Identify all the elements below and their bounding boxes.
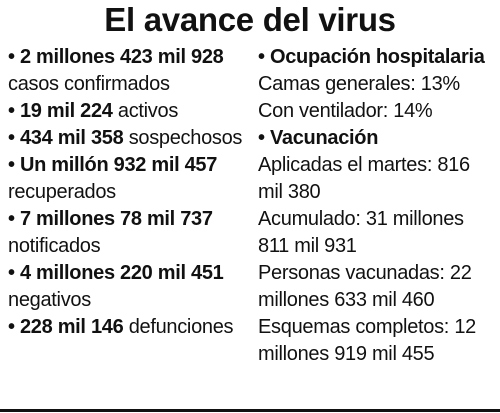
bottom-rule: [0, 409, 500, 412]
stat-suspected: • 434 mil 358 sospechosos: [8, 125, 253, 152]
stat-recovered: • Un millón 932 mil 457 recuperados: [8, 152, 253, 206]
page-title: El avance del virus: [104, 1, 396, 38]
vaccines-tuesday: Aplicadas el martes: 816 mil 380: [258, 154, 470, 203]
stat-suspected-label: sospechosos: [128, 127, 243, 149]
stat-recovered-number: Un millón 932 mil 457: [19, 154, 218, 176]
stat-deaths: • 228 mil 146 defunciones: [8, 314, 253, 341]
vaccination-heading: • Vacunación: [258, 125, 498, 152]
bullet-icon: •: [8, 127, 15, 149]
vaccination-heading-text: Vacunación: [269, 127, 379, 149]
bullet-icon: •: [8, 46, 15, 68]
beds-general: Camas generales: 13%: [258, 73, 460, 95]
stat-confirmed-label: casos confirmados: [8, 73, 170, 95]
cases-column: • 2 millones 423 mil 928 casos confirmad…: [8, 44, 253, 341]
stat-negative-number: 4 millones 220 mil 451: [19, 262, 224, 284]
bullet-icon: •: [258, 46, 265, 68]
hospital-vaccination-column: • Ocupación hospitalaria Camas generales…: [258, 44, 498, 368]
bullet-icon: •: [8, 100, 15, 122]
stat-deaths-number: 228 mil 146: [19, 316, 124, 338]
vaccines-accumulated: Acumulado: 31 millones 811 mil 931: [258, 208, 464, 257]
stat-active: • 19 mil 224 activos: [8, 98, 253, 125]
stat-active-label: activos: [117, 100, 179, 122]
bullet-icon: •: [8, 316, 15, 338]
stat-confirmed: • 2 millones 423 mil 928 casos confirmad…: [8, 44, 253, 98]
stat-notified: • 7 millones 78 mil 737 notificados: [8, 206, 253, 260]
beds-ventilator: Con ventilador: 14%: [258, 100, 433, 122]
bullet-icon: •: [8, 208, 15, 230]
stat-negative: • 4 millones 220 mil 451 negativos: [8, 260, 253, 314]
stat-notified-number: 7 millones 78 mil 737: [19, 208, 213, 230]
stat-negative-label: negativos: [8, 289, 91, 311]
hospital-heading-text: Ocupación hospitalaria: [269, 46, 485, 68]
stat-notified-label: notificados: [8, 235, 101, 257]
stat-recovered-label: recuperados: [8, 181, 116, 203]
bullet-icon: •: [258, 127, 265, 149]
bullet-icon: •: [8, 154, 15, 176]
stat-suspected-number: 434 mil 358: [19, 127, 124, 149]
complete-schemes: Esquemas completos: 12 millones 919 mil …: [258, 316, 476, 365]
stat-confirmed-number: 2 millones 423 mil 928: [19, 46, 224, 68]
hospital-heading: • Ocupación hospitalaria: [258, 44, 498, 71]
stat-active-number: 19 mil 224: [19, 100, 113, 122]
bullet-icon: •: [8, 262, 15, 284]
people-vaccinated: Personas vacunadas: 22 millones 633 mil …: [258, 262, 472, 311]
stat-deaths-label: defunciones: [128, 316, 234, 338]
